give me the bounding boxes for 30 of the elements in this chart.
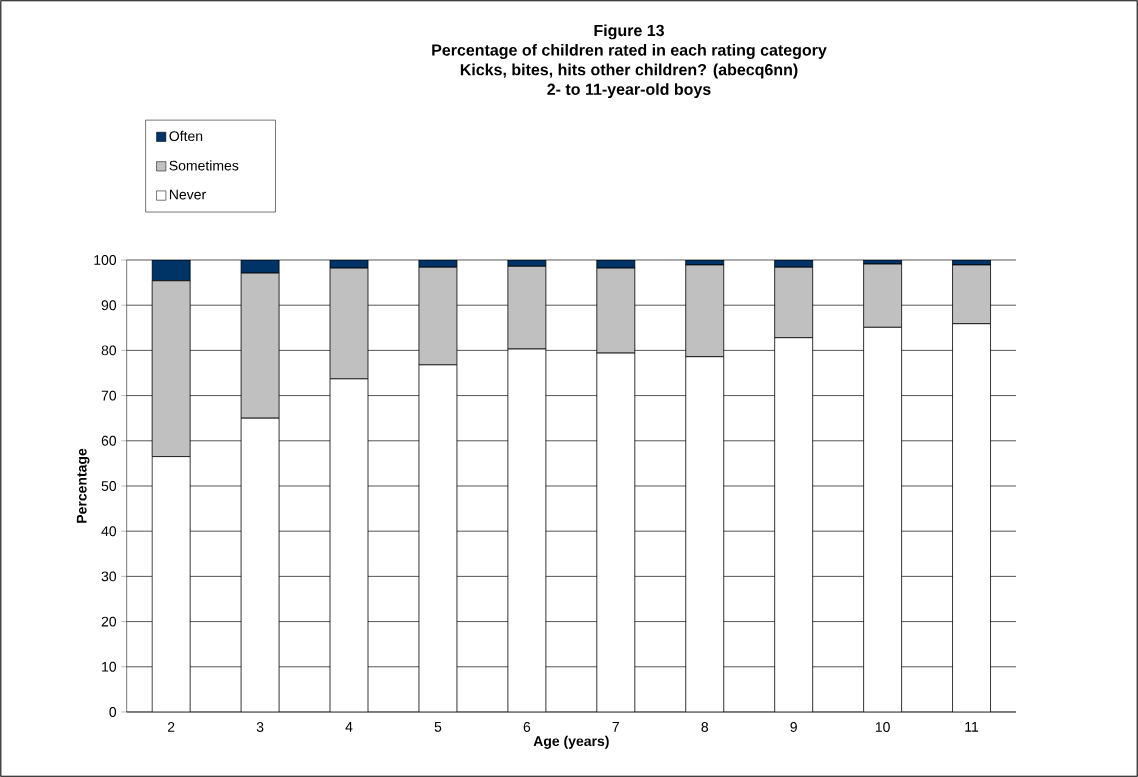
x-tick-label: 7 xyxy=(612,722,619,732)
y-tick-label: 20 xyxy=(101,616,117,627)
chart-subtitle: Percentage of children rated in each rating category xyxy=(432,44,827,59)
x-tick-label: 3 xyxy=(256,722,264,732)
legend-label: Sometimes xyxy=(169,160,239,171)
x-axis-title: Age (years) xyxy=(533,735,609,749)
y-tick-label: 90 xyxy=(101,300,117,311)
chart-title: Figure 13 xyxy=(594,24,664,40)
y-tick-label: 10 xyxy=(102,661,117,672)
y-tick-label: 30 xyxy=(101,571,117,582)
x-tick-label: 4 xyxy=(345,722,353,732)
x-tick-label: 8 xyxy=(701,722,709,732)
text: Kicks, bites, hits other children? (abecq6nn) xyxy=(460,63,798,79)
legend-label: Often xyxy=(169,130,203,142)
legend-label: Never xyxy=(169,189,206,200)
x-tick-label: 5 xyxy=(434,722,442,732)
x-tick-label: 6 xyxy=(523,722,531,732)
x-tick-label: 9 xyxy=(790,722,797,732)
text: 2- to 11-year-old boys xyxy=(547,83,711,99)
x-tick-label: 10 xyxy=(875,722,890,732)
x-tick-label: 2 xyxy=(167,722,175,732)
y-tick-label: 80 xyxy=(101,345,117,356)
x-tick-label: 11 xyxy=(965,722,979,732)
y-tick-label: 60 xyxy=(101,435,117,446)
y-tick-label: 50 xyxy=(101,481,117,491)
y-axis-title: Percentage xyxy=(76,448,90,523)
y-tick-label: 40 xyxy=(101,526,117,537)
y-tick-label: 70 xyxy=(101,390,117,401)
y-tick-label: 100 xyxy=(94,255,117,265)
y-tick-label: 0 xyxy=(109,707,117,717)
